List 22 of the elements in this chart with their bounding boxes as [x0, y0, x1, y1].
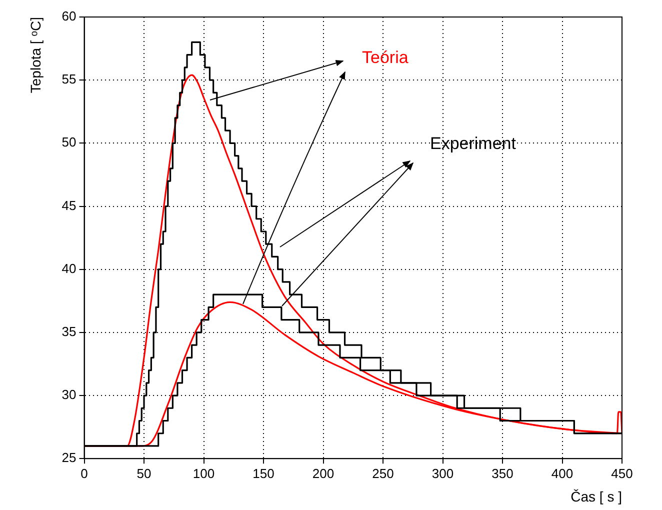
x-tick-label: 250	[372, 466, 394, 481]
x-tick-label: 150	[252, 466, 274, 481]
annotation: Experiment	[430, 134, 516, 154]
x-tick-label: 50	[136, 466, 152, 481]
annotation: Teória	[362, 48, 408, 68]
y-tick-label: 45	[62, 198, 76, 213]
y-tick-label: 25	[62, 450, 76, 466]
y-tick-label: 55	[62, 72, 76, 87]
y-tick-label: 50	[62, 134, 76, 150]
x-tick-label: 450	[611, 466, 633, 481]
x-tick-label: 100	[192, 466, 215, 481]
y-tick-label: 60	[62, 8, 76, 24]
x-tick-label: 0	[80, 466, 88, 481]
y-axis-title: Teplota [ ᵒC]	[27, 17, 44, 94]
y-tick-label: 40	[62, 260, 76, 276]
x-tick-label: 350	[492, 466, 514, 481]
x-tick-label: 200	[312, 466, 334, 481]
x-tick-label: 400	[551, 466, 574, 481]
y-tick-label: 35	[62, 324, 76, 340]
x-tick-label: 300	[432, 466, 454, 481]
y-tick-label: 30	[62, 387, 76, 402]
x-axis-title: Čas [ s ]	[570, 488, 622, 504]
